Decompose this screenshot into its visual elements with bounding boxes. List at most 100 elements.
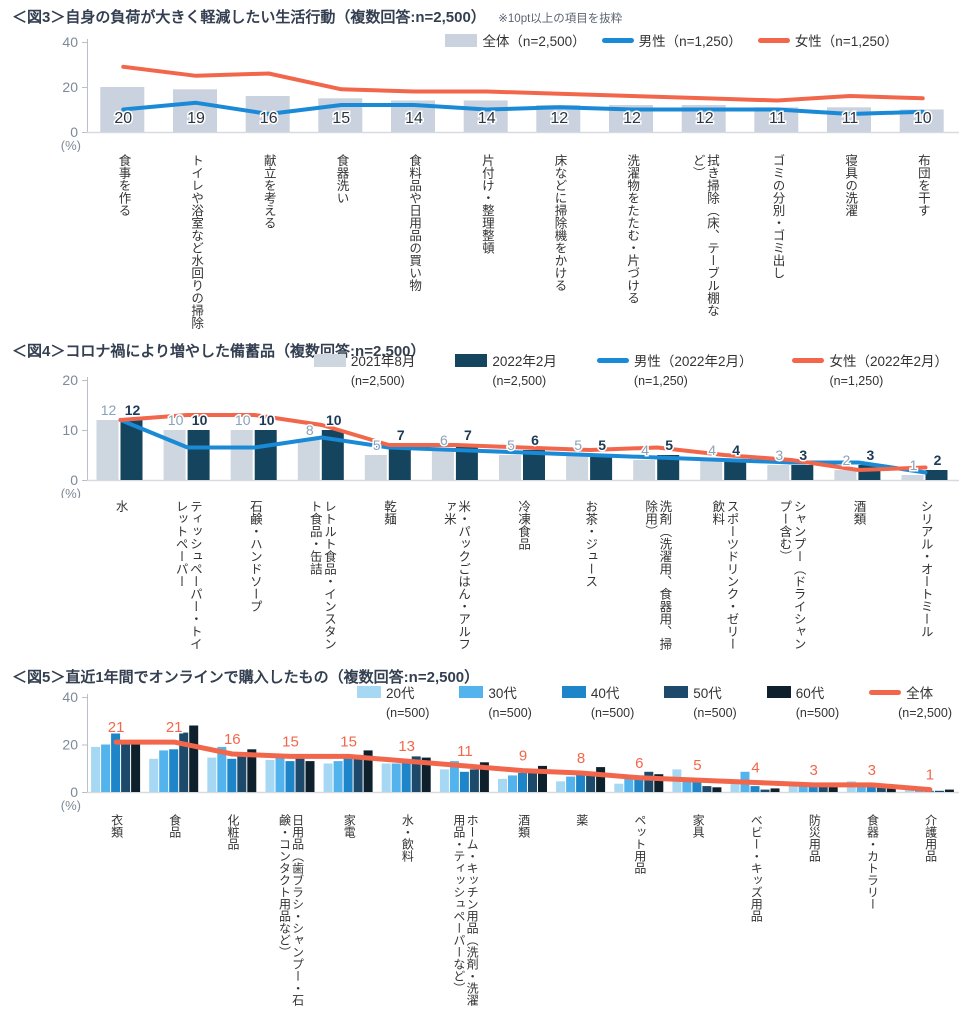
category-label: トイレや浴室など水回りの掃除 [160, 154, 233, 334]
bar [247, 749, 257, 793]
value-label: 6 [440, 432, 448, 448]
bar [149, 758, 159, 793]
bar [700, 460, 723, 480]
value-label: 14 [405, 110, 423, 127]
category-label: 水 [87, 500, 154, 660]
bar [388, 445, 411, 480]
category-label-text: 食器洗い [334, 154, 349, 204]
bar [179, 732, 189, 792]
legend-line-swatch [757, 37, 790, 43]
value-label: 7 [464, 427, 472, 443]
value-label: 11 [457, 743, 473, 760]
bar [91, 746, 101, 792]
bar [463, 100, 508, 132]
category-label: ベビー・キッズ用品 [727, 814, 785, 1010]
value-label: 10 [192, 412, 208, 428]
bar [265, 759, 275, 792]
value-label: 5 [507, 437, 515, 453]
legend-sample-size: (n=2,500) [350, 374, 405, 388]
value-label: 12 [101, 402, 117, 418]
category-label: レトルト食品・インスタント食品・缶詰 [288, 500, 355, 660]
figure-4-categories: 水 ティッシュペーパー・トイレットペーパー 石鹸・ハンドソープ レトルト食品・インスタ… [87, 500, 959, 660]
legend-item: 男性（2022年2月） (n=1,250) [596, 350, 752, 388]
bar [934, 790, 944, 792]
value-label: 2 [843, 452, 851, 468]
category-label: 米・パックごはん・アルファ米 [422, 500, 489, 660]
bar [237, 755, 247, 792]
y-axis-unit-label: (%) [61, 138, 81, 152]
bar [421, 757, 431, 792]
legend-label: 50代 [693, 686, 722, 701]
bar [682, 777, 692, 793]
legend-item: 20代 (n=500) [356, 682, 430, 720]
bar [566, 455, 589, 480]
legend-bar-swatch [459, 686, 484, 698]
bar [791, 465, 814, 480]
category-label-text: 冷凍食品 [516, 500, 531, 550]
category-label: 家電 [320, 814, 378, 1010]
legend-label: 30代 [488, 686, 517, 701]
category-label-text: ホーム・キッチン用品（洗剤・洗濯用品・ティッシュペーパーなど） [451, 814, 480, 1006]
bar [275, 754, 285, 792]
category-label: 献立を考える [232, 154, 305, 334]
legend-item-row: 男性（n=1,250） [601, 30, 742, 50]
category-label-text: スポーツドリンク・ゼリー飲料 [710, 500, 739, 650]
line-series [121, 100, 925, 116]
value-label: 12 [125, 402, 141, 418]
bar [391, 763, 401, 792]
bar [590, 455, 613, 480]
value-label: 1 [926, 767, 934, 784]
category-label-text: シリアル・オートミール [918, 500, 933, 638]
bar [523, 450, 545, 480]
bar [297, 440, 320, 480]
legend-label: 40代 [590, 686, 620, 701]
figure-5-legend: 20代 (n=500) 30代 (n=500) 40代 (n=500) 50代 (n=500)… [356, 682, 952, 720]
category-label-text: 食事を作る [116, 154, 131, 217]
category-label: 食器・カトラリー [843, 814, 901, 1010]
y-tick-label: 40 [62, 34, 78, 50]
value-label: 10 [235, 412, 251, 428]
category-label: 洗剤（洗濯用、食器用、掃除用） [624, 500, 691, 660]
y-tick-label: 0 [70, 472, 78, 488]
category-label: 化粧品 [203, 814, 261, 1010]
bar [333, 761, 343, 792]
category-label-text: 拭き掃除（床、テーブル棚など） [690, 154, 719, 317]
value-label: 10 [168, 412, 184, 428]
bar [364, 455, 387, 480]
category-label-text: 酒類 [851, 500, 866, 525]
category-label-text: 床などに掃除機をかける [552, 154, 567, 292]
bar [518, 773, 527, 792]
bar [876, 784, 886, 792]
legend-label: 60代 [795, 686, 825, 701]
legend-item: 30代 (n=500) [459, 682, 532, 720]
category-label-text: 食品 [167, 814, 182, 838]
bar [455, 445, 478, 480]
category-label: 衣類 [87, 814, 145, 1010]
figure-3-note: ※10pt以上の項目を抜粋 [498, 13, 623, 25]
bar [323, 763, 333, 792]
bar [899, 109, 944, 132]
legend-sample-size: (n=500) [693, 706, 737, 720]
legend-item-row: 20代 [356, 682, 429, 702]
bar [121, 742, 131, 792]
legend-bar-swatch [313, 353, 346, 367]
bar [818, 783, 828, 792]
legend-bar-swatch [455, 353, 488, 367]
y-tick-label: 20 [62, 737, 78, 753]
legend-sample-size: (n=500) [385, 706, 430, 720]
category-label-text: ゴミの分別・ゴミ出し [770, 154, 785, 279]
value-label: 3 [775, 447, 783, 463]
value-label: 8 [577, 750, 585, 767]
category-label-text: 衣類 [109, 814, 124, 838]
figure-3-plot: 0 20 40 (%) 20 19 16 15 14 14 12 12 12 11 11 10 [61, 34, 959, 152]
legend-label: 男性（n=1,250） [638, 34, 742, 49]
legend-item-row: 2021年8月 [313, 350, 415, 370]
category-label: 布団を干す [886, 154, 959, 334]
value-label: 7 [397, 427, 405, 443]
legend-line-swatch [596, 357, 629, 363]
category-label-text: レトルト食品・インスタント食品・缶詰 [307, 500, 337, 650]
category-label: シャンプー（ドライシャンプー含む） [758, 500, 825, 660]
category-label: 片付け・整理整頓 [450, 154, 523, 334]
category-label: 寝具の洗濯 [814, 154, 887, 334]
legend-item: 2021年8月 (n=2,500) [313, 350, 415, 388]
